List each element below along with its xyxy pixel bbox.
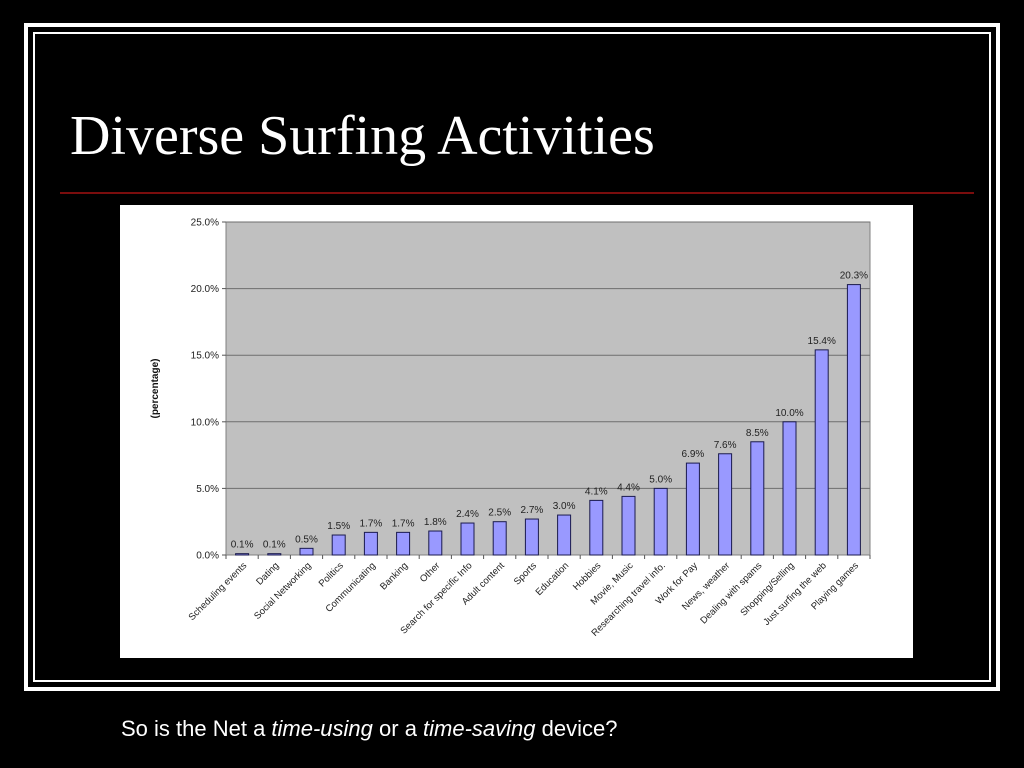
x-tick-label: Sports bbox=[512, 560, 539, 587]
y-tick-label: 15.0% bbox=[191, 351, 219, 362]
bar bbox=[782, 421, 797, 556]
data-label: 2.4% bbox=[456, 509, 479, 520]
data-label: 0.1% bbox=[263, 540, 286, 551]
bar bbox=[621, 495, 636, 556]
caption-emphasis-time-using: time-using bbox=[271, 716, 373, 741]
x-tick-label: Politics bbox=[317, 560, 346, 589]
x-tick-label: Dating bbox=[254, 560, 281, 587]
chart-panel: 0.0% 5.0% 10.0% 15.0% 20.0% 25.0% (percentage)… bbox=[120, 205, 913, 658]
caption-text-3: device? bbox=[535, 716, 618, 741]
data-label: 10.0% bbox=[775, 408, 803, 419]
data-label: 1.8% bbox=[424, 517, 447, 528]
y-tick-label: 10.0% bbox=[191, 417, 219, 428]
bar bbox=[235, 553, 250, 556]
x-tick-label: Social Networking bbox=[252, 560, 314, 622]
data-label: 6.9% bbox=[682, 449, 705, 460]
slide-title: Diverse Surfing Activities bbox=[70, 105, 655, 167]
bar bbox=[267, 553, 282, 556]
bar bbox=[589, 499, 604, 556]
data-label: 2.7% bbox=[521, 505, 544, 516]
bar bbox=[331, 534, 346, 556]
data-label: 4.1% bbox=[585, 486, 608, 497]
bar bbox=[492, 521, 507, 556]
data-label: 8.5% bbox=[746, 428, 769, 439]
bar bbox=[653, 487, 668, 556]
slide-frame-outer bbox=[24, 23, 1000, 691]
data-label: 5.0% bbox=[649, 474, 672, 485]
y-tick-label: 20.0% bbox=[191, 284, 219, 295]
bar bbox=[814, 349, 829, 556]
data-label: 4.4% bbox=[617, 482, 640, 493]
bar bbox=[460, 522, 475, 556]
bar bbox=[396, 531, 411, 556]
y-tick-label: 0.0% bbox=[196, 551, 219, 562]
y-axis-label: (percentage) bbox=[150, 358, 161, 418]
title-divider bbox=[60, 192, 974, 194]
x-tick-label: Other bbox=[418, 560, 443, 585]
data-label: 20.3% bbox=[840, 271, 868, 282]
bar bbox=[299, 547, 314, 556]
bar bbox=[685, 462, 700, 556]
data-label: 2.5% bbox=[488, 508, 511, 519]
bar-chart: 0.0% 5.0% 10.0% 15.0% 20.0% 25.0% (percentage)… bbox=[150, 218, 871, 639]
x-tick-label: Education bbox=[534, 560, 572, 598]
bar bbox=[718, 453, 733, 556]
bar bbox=[557, 514, 572, 556]
data-label: 0.5% bbox=[295, 534, 318, 545]
bar bbox=[846, 284, 861, 556]
data-label: 7.6% bbox=[714, 440, 737, 451]
data-label: 1.7% bbox=[360, 518, 383, 529]
plot-area bbox=[225, 221, 871, 556]
x-tick-label: Scheduling events bbox=[187, 560, 250, 623]
slide-frame-inner bbox=[33, 32, 991, 682]
caption-emphasis-time-saving: time-saving bbox=[423, 716, 536, 741]
slide-caption: So is the Net a time-using or a time-sav… bbox=[121, 716, 617, 742]
data-label: 3.0% bbox=[553, 501, 576, 512]
y-tick-label: 5.0% bbox=[196, 484, 219, 495]
caption-text-2: or a bbox=[372, 716, 424, 741]
bar bbox=[524, 518, 539, 556]
data-label: 1.7% bbox=[392, 518, 415, 529]
data-label: 0.1% bbox=[231, 540, 254, 551]
data-label: 15.4% bbox=[808, 336, 836, 347]
x-tick-label: Banking bbox=[378, 560, 410, 592]
x-tick-label: Hobbies bbox=[571, 560, 604, 593]
y-tick-label: 25.0% bbox=[191, 218, 219, 229]
caption-text-1: So is the Net a bbox=[121, 716, 272, 741]
data-label: 1.5% bbox=[327, 521, 350, 532]
bar bbox=[363, 531, 378, 556]
bar bbox=[750, 441, 765, 556]
bar bbox=[428, 530, 443, 556]
